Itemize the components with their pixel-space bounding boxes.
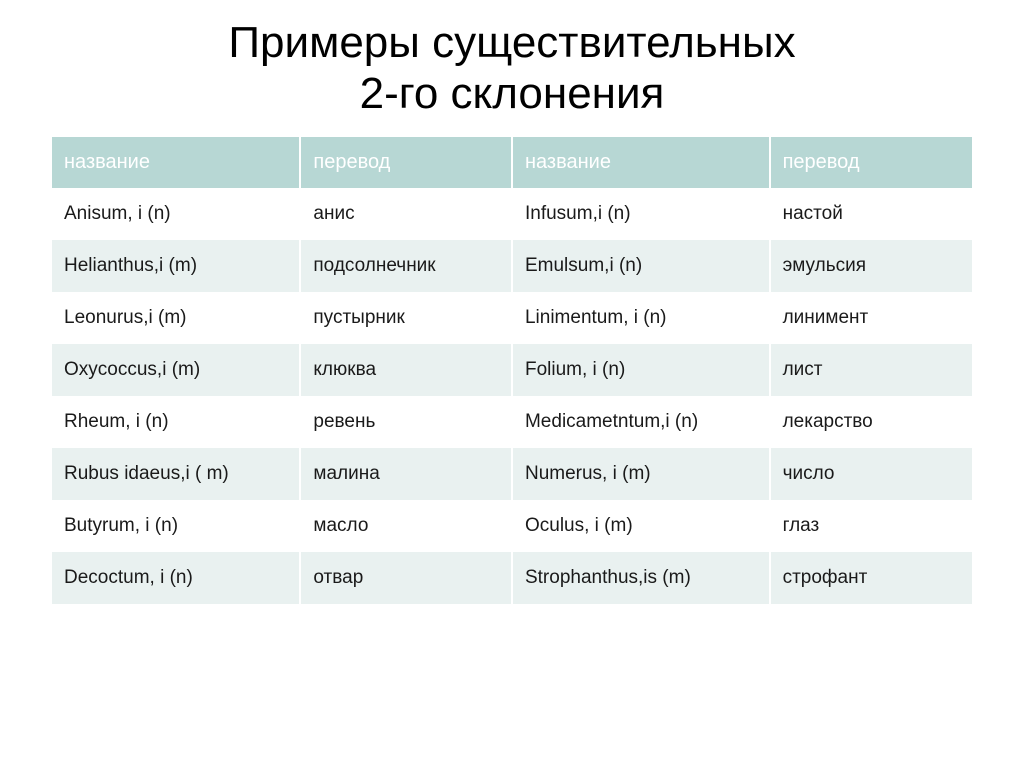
table-cell: Numerus, i (m) xyxy=(512,448,770,500)
table-cell: Folium, i (n) xyxy=(512,344,770,396)
table-cell: Anisum, i (n) xyxy=(52,188,300,240)
table-row: Butyrum, i (n)маслоOculus, i (m)глаз xyxy=(52,500,972,552)
col-header: перевод xyxy=(300,137,512,188)
table-cell: линимент xyxy=(770,292,972,344)
table-cell: Linimentum, i (n) xyxy=(512,292,770,344)
table-cell: лекарство xyxy=(770,396,972,448)
table-cell: лист xyxy=(770,344,972,396)
table-cell: анис xyxy=(300,188,512,240)
table-cell: клюква xyxy=(300,344,512,396)
table-cell: масло xyxy=(300,500,512,552)
table-row: Oxycoccus,i (m)клюкваFolium, i (n)лист xyxy=(52,344,972,396)
table-cell: Strophanthus,is (m) xyxy=(512,552,770,604)
table-row: Rheum, i (n)ревеньMedicametntum,i (n)лек… xyxy=(52,396,972,448)
table-cell: Oculus, i (m) xyxy=(512,500,770,552)
table-body: Anisum, i (n)анисInfusum,i (n)настойHeli… xyxy=(52,188,972,604)
table-cell: Oxycoccus,i (m) xyxy=(52,344,300,396)
table-row: Leonurus,i (m)пустырникLinimentum, i (n)… xyxy=(52,292,972,344)
table-cell: строфант xyxy=(770,552,972,604)
table-cell: Leonurus,i (m) xyxy=(52,292,300,344)
table-row: Decoctum, i (n)отварStrophanthus,is (m)с… xyxy=(52,552,972,604)
table-cell: Rheum, i (n) xyxy=(52,396,300,448)
col-header: название xyxy=(512,137,770,188)
table-row: Helianthus,i (m)подсолнечникEmulsum,i (n… xyxy=(52,240,972,292)
table-cell: Butyrum, i (n) xyxy=(52,500,300,552)
table-cell: Decoctum, i (n) xyxy=(52,552,300,604)
table-cell: подсолнечник xyxy=(300,240,512,292)
table-cell: Helianthus,i (m) xyxy=(52,240,300,292)
page-title: Примеры существительных 2-го склонения xyxy=(228,18,795,119)
declension-table: название перевод название перевод Anisum… xyxy=(52,137,972,604)
title-line-1: Примеры существительных xyxy=(228,18,795,67)
table-header-row: название перевод название перевод xyxy=(52,137,972,188)
table-row: Rubus idaeus,i ( m)малинаNumerus, i (m)ч… xyxy=(52,448,972,500)
col-header: перевод xyxy=(770,137,972,188)
table-cell: эмульсия xyxy=(770,240,972,292)
title-line-2: 2-го склонения xyxy=(360,69,665,118)
table-cell: Rubus idaeus,i ( m) xyxy=(52,448,300,500)
table-row: Anisum, i (n)анисInfusum,i (n)настой xyxy=(52,188,972,240)
table-cell: отвар xyxy=(300,552,512,604)
table-cell: Medicametntum,i (n) xyxy=(512,396,770,448)
table-cell: число xyxy=(770,448,972,500)
table-cell: глаз xyxy=(770,500,972,552)
table-cell: Emulsum,i (n) xyxy=(512,240,770,292)
table-cell: настой xyxy=(770,188,972,240)
table-cell: пустырник xyxy=(300,292,512,344)
col-header: название xyxy=(52,137,300,188)
table-cell: Infusum,i (n) xyxy=(512,188,770,240)
table-container: название перевод название перевод Anisum… xyxy=(52,137,972,604)
table-cell: ревень xyxy=(300,396,512,448)
table-cell: малина xyxy=(300,448,512,500)
